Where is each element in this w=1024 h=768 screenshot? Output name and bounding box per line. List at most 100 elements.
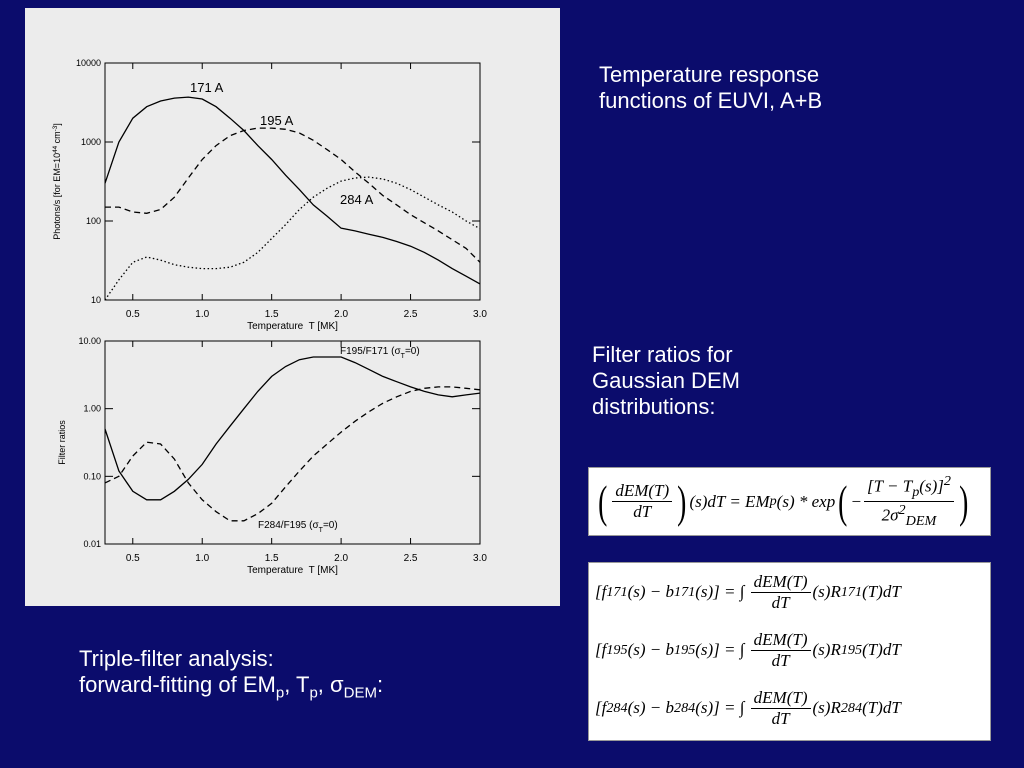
text-run: (s) − b — [627, 698, 674, 717]
series-line — [105, 127, 481, 263]
superscript: 2 — [898, 502, 906, 518]
subscript: 195 — [840, 641, 863, 658]
subscript: 284 — [674, 699, 696, 716]
x-tick-label: 1.0 — [195, 553, 209, 564]
denominator: dT — [630, 502, 654, 522]
fraction: [T − Tp(s)]2 2σ2DEM — [864, 473, 954, 530]
series-line — [104, 356, 481, 501]
text-run: (T)dT — [862, 698, 901, 717]
denominator: dT — [769, 593, 793, 613]
x-axis-label: Temperature T [MK] — [247, 565, 338, 576]
big-paren: ( — [838, 476, 848, 527]
text-run: dT — [633, 502, 652, 521]
numerator: [T − Tp(s)]2 — [864, 473, 954, 502]
subscript: T — [319, 527, 324, 534]
y-tick-label: 0.10 — [83, 471, 101, 481]
text-line: Gaussian DEM — [592, 368, 740, 393]
x-tick-label: 1.5 — [265, 309, 279, 320]
text-run: (s)] = ∫ — [695, 582, 749, 601]
text-run: dT — [771, 708, 790, 728]
text-run: dEM(T) — [753, 571, 808, 591]
superscript: -3 — [52, 125, 59, 131]
text-run: (s) * exp — [776, 491, 836, 511]
series-label: F195/F171 (σT=0) — [340, 346, 420, 360]
subscript: p — [912, 484, 920, 500]
numerator: dEM(T) — [612, 481, 673, 502]
x-tick-label: 2.5 — [404, 309, 418, 320]
text-run: dEM(T) — [753, 687, 808, 707]
numerator: dEM(T) — [750, 629, 811, 651]
equation-row: [f 284 (s) − b 284 (s)] = ∫ dEM(T) dT (s)R 284(… — [589, 679, 990, 737]
text-run: [f — [595, 640, 607, 659]
text-run: 2σ — [881, 505, 899, 525]
series-label: F284/F195 (σT=0) — [258, 520, 338, 534]
analysis-text: Triple-filter analysis: forward-fitting o… — [79, 646, 383, 706]
text-run: Triple-filter analysis: — [79, 646, 274, 671]
text-line: Temperature response — [599, 62, 820, 87]
triple-equations: [f 171 (s) − b 171 (s)] = ∫ dEM(T) dT (s)R 171(… — [588, 562, 991, 741]
text-run: , T — [284, 672, 310, 697]
y-tick-label: 1.00 — [83, 404, 101, 414]
fraction: dEM(T) dT — [612, 481, 673, 522]
text-run: (s)] — [919, 476, 944, 496]
subscript: p — [275, 684, 285, 702]
text-run: [f — [595, 698, 607, 717]
big-paren: ( — [598, 476, 608, 527]
text-run: cm — [52, 131, 62, 146]
subscript: 284 — [606, 699, 628, 716]
text-run: dEM(T) — [615, 481, 670, 500]
text-run: =0) — [405, 346, 420, 357]
subscript: 284 — [840, 699, 863, 716]
gaussian-equation: (dEM(T) dT) (s)dT = EM p (s) * exp(− [T − Tp(… — [588, 467, 991, 536]
y-tick-label: 0.01 — [83, 539, 101, 549]
denominator: dT — [769, 651, 793, 671]
text-line: distributions: — [592, 394, 716, 419]
text-run: F195/F171 (σ — [340, 346, 401, 357]
x-tick-label: 2.5 — [404, 553, 418, 564]
series-label: 171 A — [190, 80, 224, 95]
text-run: (s) − b — [627, 582, 674, 601]
text-run: (T)dT — [862, 640, 901, 659]
series-label: 284 A — [340, 192, 374, 207]
text-run: [T − T — [867, 476, 913, 496]
fraction: dEM(T) dT — [750, 629, 811, 671]
text-run: =0) — [323, 520, 338, 531]
y-tick-label: 10 — [91, 295, 101, 305]
text-line: functions of EUVI, A+B — [599, 88, 823, 113]
denominator: 2σ2DEM — [879, 502, 940, 530]
x-tick-label: 1.5 — [265, 553, 279, 564]
text-run: Photons/s [for EM=10 — [52, 153, 62, 240]
subscript: DEM — [905, 513, 937, 530]
text-run: (s)] = ∫ — [695, 640, 749, 659]
subscript: p — [309, 684, 318, 702]
y-axis-label: Photons/s [for EM=1044 cm-3] — [52, 123, 63, 239]
text-line: forward-fitting of EMp, Tp, σDEM: — [79, 672, 383, 706]
text-run: , σ — [317, 672, 344, 697]
x-axis-label: Temperature T [MK] — [247, 321, 338, 332]
x-tick-label: 3.0 — [473, 309, 487, 320]
subscript: 171 — [840, 583, 863, 600]
response-text: Temperature response functions of EUVI, A… — [599, 62, 822, 114]
numerator: dEM(T) — [750, 571, 811, 593]
text-run: ] — [52, 123, 62, 126]
text-run: (s)] = ∫ — [695, 698, 749, 717]
ratio-text: Filter ratios for Gaussian DEM distributio… — [592, 342, 740, 420]
text-line: Triple-filter analysis: — [79, 646, 383, 672]
x-tick-label: 1.0 — [195, 309, 209, 320]
y-tick-label: 1000 — [81, 137, 101, 147]
x-tick-label: 0.5 — [126, 553, 140, 564]
text-run: dT — [771, 650, 790, 670]
subscript: 171 — [606, 583, 628, 600]
y-tick-label: 100 — [86, 216, 101, 226]
superscript: 2 — [943, 472, 951, 489]
y-axis-label: Filter ratios — [57, 420, 67, 465]
y-tick-label: 10000 — [76, 58, 101, 68]
text-run: dEM(T) — [753, 629, 808, 649]
text-run: forward-fitting of EM — [79, 672, 276, 697]
text-line: Filter ratios for — [592, 342, 733, 367]
panel-background — [25, 8, 560, 606]
superscript: 44 — [52, 145, 59, 153]
subscript: 171 — [674, 583, 696, 600]
